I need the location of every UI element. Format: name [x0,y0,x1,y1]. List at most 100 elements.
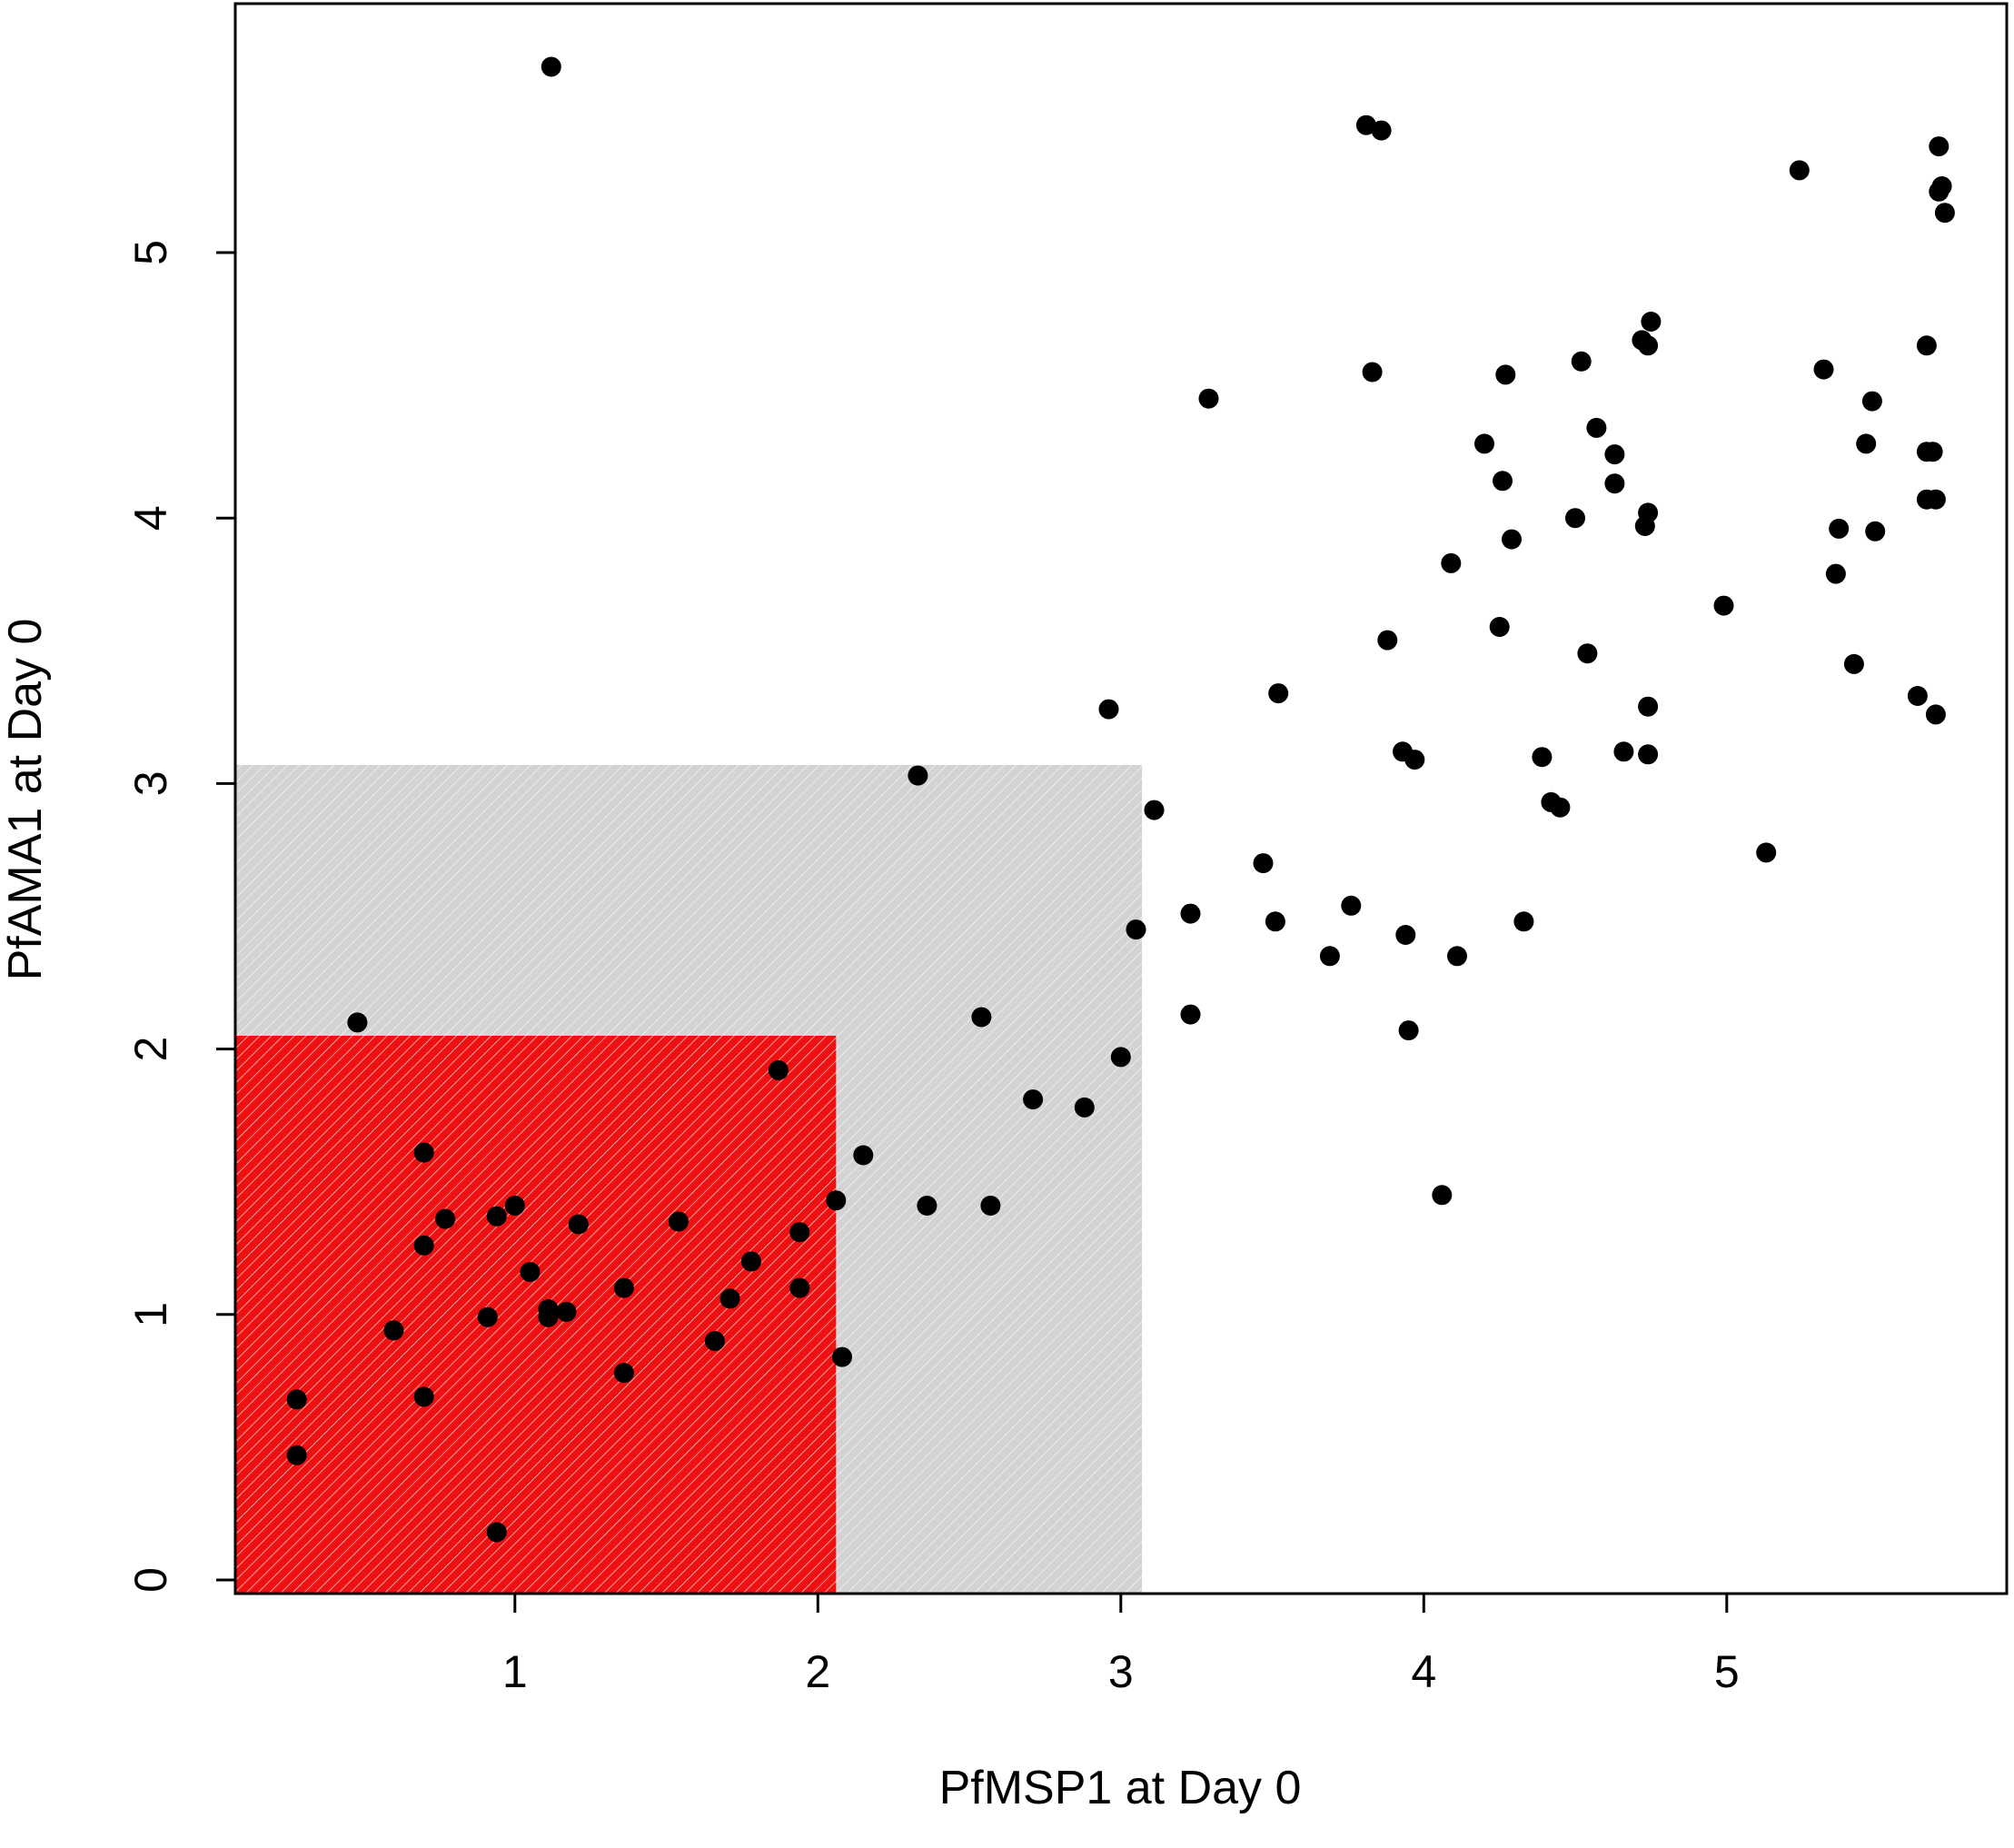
y-tick-label: 0 [125,1567,176,1593]
y-tick-label: 4 [125,505,176,531]
data-point [1925,704,1946,725]
data-point [435,1208,456,1229]
data-point [1550,797,1571,818]
data-point [504,1196,525,1216]
data-point [1265,911,1285,932]
data-point [826,1190,847,1211]
data-point [1929,136,1950,157]
data-point [1404,750,1425,770]
data-point [556,1301,577,1322]
data-point [1934,203,1955,224]
y-tick-label: 5 [125,240,176,265]
data-point [789,1222,810,1243]
data-point [1586,417,1607,438]
y-axis: 0 1 2 3 4 5 [125,240,235,1593]
data-point [541,56,561,77]
data-point [1756,842,1777,863]
data-point [1319,946,1340,967]
data-point [613,1277,634,1298]
data-point [413,1142,434,1163]
data-point [1843,653,1864,674]
data-point [853,1145,874,1166]
data-point [917,1196,938,1216]
data-point [1825,563,1846,584]
data-point [668,1211,689,1232]
data-point [1641,312,1662,332]
data-point [1355,114,1376,135]
data-point [1074,1097,1095,1118]
data-point [1395,925,1416,945]
data-point [908,765,928,786]
x-tick-label: 1 [502,1646,528,1697]
data-point [1532,747,1553,768]
data-point [1371,120,1392,141]
data-point [477,1307,498,1327]
data-point [347,1012,368,1033]
data-point [1398,1020,1419,1041]
data-point [1474,433,1494,454]
data-point [1502,529,1522,550]
data-point [1432,1185,1453,1206]
data-point [1638,744,1659,765]
data-point [383,1320,404,1341]
x-tick-label: 4 [1411,1646,1436,1697]
data-point [613,1363,634,1384]
data-point [568,1214,589,1235]
data-point [1813,359,1834,380]
data-point [1023,1089,1044,1110]
data-point [704,1331,725,1351]
y-tick-label: 3 [125,770,176,796]
data-point [413,1386,434,1407]
data-point [1441,552,1462,573]
data-point [1126,919,1146,940]
data-point [1110,1047,1131,1068]
data-point [1180,1004,1201,1025]
x-tick-label: 5 [1714,1646,1740,1697]
data-point [486,1522,507,1543]
x-tick-label: 3 [1108,1646,1134,1697]
data-point [1916,335,1937,356]
data-point [980,1196,1001,1216]
data-point [832,1346,852,1367]
data-point [1565,508,1585,529]
y-axis-label: PfAMA1 at Day 0 [0,619,52,981]
data-point [1098,699,1119,720]
data-point [1362,362,1383,383]
x-tick-label: 2 [805,1646,830,1697]
data-point [1861,391,1882,412]
data-point [1489,617,1510,637]
data-point [1198,388,1219,409]
regions-layer [236,764,1143,1593]
region-red [236,1035,837,1593]
y-tick-label: 2 [125,1037,176,1062]
data-point [1495,364,1516,385]
data-point [1829,518,1850,539]
data-point [1493,471,1513,492]
data-point [1638,502,1659,523]
data-point [413,1235,434,1256]
x-axis-label: PfMSP1 at Day 0 [939,1762,1302,1814]
data-point [1577,643,1598,664]
x-axis: 1 2 3 4 5 [502,1594,1740,1697]
data-point [1604,444,1625,465]
y-tick-label: 1 [125,1302,176,1327]
points-layer [286,56,1955,1543]
data-point [1571,351,1592,372]
data-point [1180,903,1201,924]
data-point [1789,160,1810,181]
data-point [1377,630,1398,651]
data-point [286,1389,307,1410]
data-point [1922,442,1943,462]
data-point [520,1262,541,1282]
data-point [740,1251,761,1272]
data-point [1713,595,1734,616]
data-point [1856,433,1877,454]
data-point [1638,335,1659,356]
data-point [538,1307,559,1327]
data-point [1268,683,1289,704]
data-point [1865,521,1886,541]
data-point [1907,686,1928,706]
data-point [1925,489,1946,510]
data-point [1931,176,1952,196]
